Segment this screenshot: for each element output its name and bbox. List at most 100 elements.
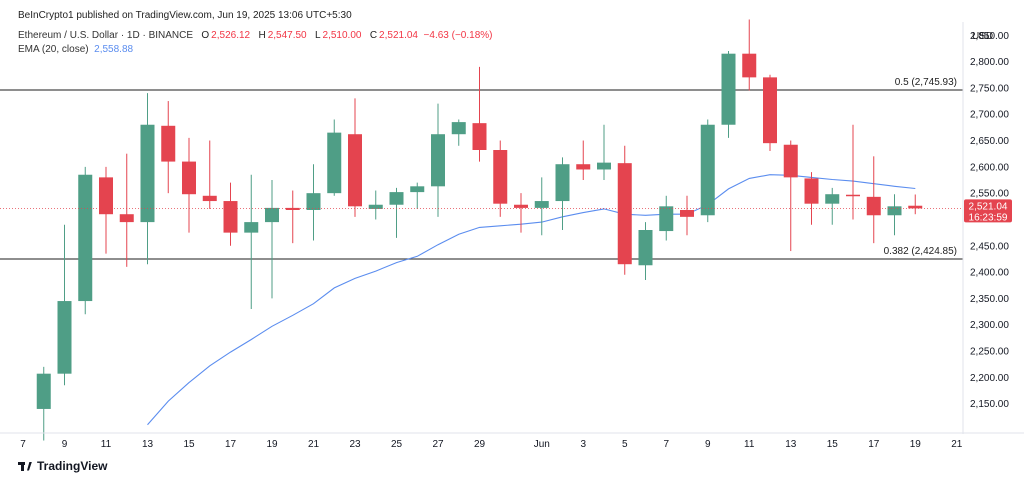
y-tick-label: 2,800.00 [970, 57, 1009, 68]
x-tick-label: 15 [827, 439, 839, 450]
candle [368, 190, 383, 220]
low-value: 2,510.00 [322, 30, 362, 41]
change-value: −4.63 (−0.18%) [423, 30, 493, 41]
x-tick-label: 11 [744, 439, 755, 450]
x-tick-label: 21 [308, 439, 320, 450]
candle-body [348, 134, 362, 207]
candle-body [202, 195, 217, 202]
x-tick-label: 29 [474, 439, 486, 450]
candle-body [534, 201, 549, 208]
publisher-line: BeInCrypto1 published on TradingView.com… [18, 10, 352, 21]
candle-body [493, 150, 508, 204]
candle-body [887, 206, 902, 216]
high-value: 2,547.50 [267, 30, 307, 41]
x-tick-label: 19 [266, 439, 278, 450]
candle-body [368, 204, 383, 209]
candle [597, 124, 611, 180]
tradingview-logo-text: TradingView [37, 459, 108, 473]
ema-label: EMA (20, close) [18, 44, 89, 55]
candle [431, 103, 445, 217]
candle [119, 153, 134, 267]
candle [659, 195, 674, 241]
candle [451, 119, 466, 146]
x-tick-label: 13 [142, 439, 154, 450]
x-tick-label: 15 [183, 439, 195, 450]
x-tick-label: 9 [62, 439, 68, 450]
ema-row: EMA (20, close) 2,558.88 [18, 43, 492, 57]
ema-value: 2,558.88 [94, 44, 134, 55]
candle-body [223, 201, 238, 233]
ema-layer [147, 174, 916, 426]
candle [742, 19, 757, 91]
symbol-label: Ethereum / U.S. Dollar · 1D · BINANCE [18, 30, 194, 41]
currency-label: USD [972, 31, 994, 42]
x-axis: 7 9 11 13 15 17 19 21 23 25 27 29 Jun 3 5 7 9 11 13 15 17 19 2… [0, 432, 1024, 450]
candle-body [306, 193, 321, 210]
candle [700, 119, 715, 223]
fib-level-label: 0.382 (2,424.85) [884, 246, 957, 257]
candle-body [555, 164, 570, 202]
candle-body [700, 124, 715, 216]
candle-body [804, 178, 819, 204]
candle [202, 140, 217, 209]
y-axis: 2,150.00 2,200.00 2,250.00 2,300.00 2,350.00… [962, 22, 1009, 434]
candle [534, 177, 549, 236]
candle [182, 137, 196, 233]
x-tick-label: 11 [101, 439, 112, 450]
x-tick-label: 23 [349, 439, 361, 450]
candle [472, 66, 487, 162]
x-tick-label: 13 [785, 439, 797, 450]
tradingview-logo[interactable]: TradingView [18, 459, 107, 473]
candle-body [763, 77, 777, 144]
candle [161, 101, 176, 194]
candle [140, 93, 155, 265]
candle-body [783, 144, 798, 178]
candle [617, 145, 632, 275]
candle-body [78, 174, 93, 302]
candle [680, 195, 694, 236]
countdown-label: 16:23:59 [969, 212, 1008, 223]
x-tick-label: 7 [663, 439, 669, 450]
candle [348, 98, 362, 217]
y-tick-label: 2,400.00 [970, 268, 1009, 279]
candle [78, 166, 93, 315]
candle-body [514, 204, 528, 208]
candle-body [597, 162, 611, 170]
y-tick-label: 2,250.00 [970, 347, 1009, 358]
candle [763, 74, 777, 152]
candle [804, 172, 819, 225]
candle-body [742, 53, 757, 78]
candle [285, 190, 300, 244]
y-tick-label: 2,200.00 [970, 373, 1009, 384]
candle-body [908, 205, 923, 209]
ema-line [147, 174, 916, 426]
candle-body [99, 177, 113, 215]
candle [223, 182, 238, 246]
candle [908, 194, 923, 215]
candle-body [36, 373, 51, 409]
candle-body [472, 123, 487, 150]
x-tick-label: 3 [580, 439, 586, 450]
candle [410, 182, 425, 209]
candle-body [244, 222, 259, 233]
candle-body [265, 207, 279, 223]
candles [36, 19, 923, 441]
x-tick-label: Jun [534, 439, 550, 450]
candle-body [866, 196, 881, 216]
candle [825, 187, 840, 225]
candle-body [638, 230, 653, 266]
candle [265, 180, 279, 299]
candle [57, 224, 72, 386]
y-tick-label: 2,300.00 [970, 320, 1009, 331]
candle [638, 222, 653, 280]
candle [866, 156, 881, 244]
candle-body [721, 53, 736, 125]
candle-body [410, 186, 425, 193]
candle [389, 187, 404, 238]
x-tick-label: 9 [705, 439, 711, 450]
candle-body [576, 164, 591, 170]
close-label: C [369, 30, 378, 41]
